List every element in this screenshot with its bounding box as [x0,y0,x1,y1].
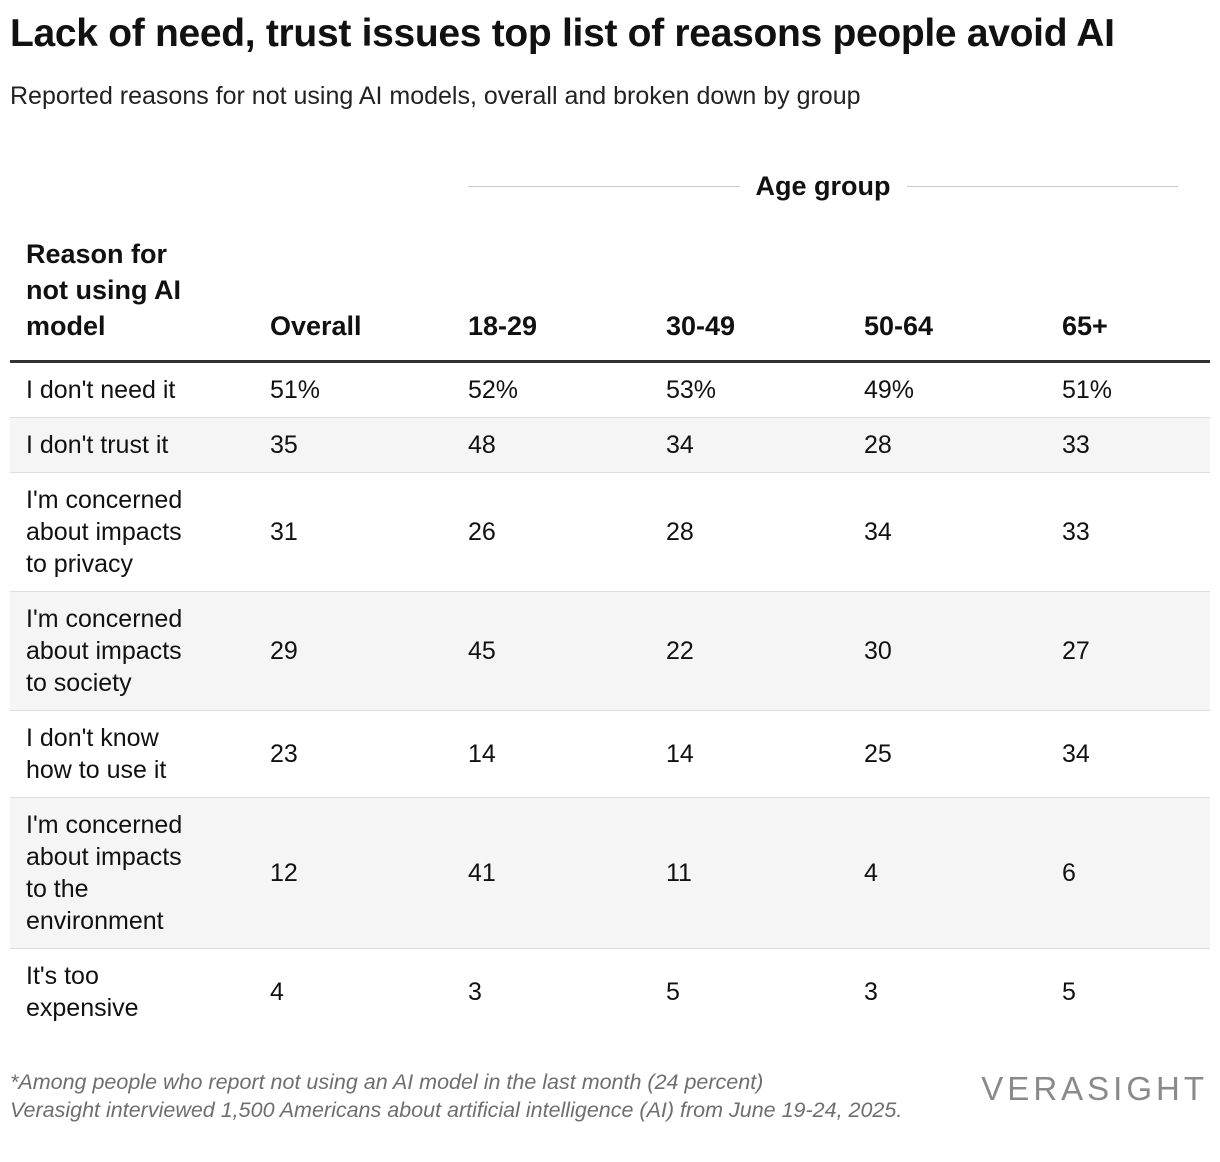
cell-50-64: 34 [864,518,892,546]
cell-30-49: 5 [666,978,680,1006]
chart-title: Lack of need, trust issues top list of r… [10,12,1115,55]
cell-65-plus: 6 [1062,859,1076,887]
age-group-header: Age group [468,166,1178,206]
cell-overall: 29 [270,637,298,665]
cell-65-plus: 27 [1062,637,1090,665]
table-row: I don't know how to use it 23 14 14 25 3… [10,711,1210,798]
cell-18-29: 52% [468,376,519,404]
table-header-row: Reason for not using AI model Overall 18… [10,230,1210,363]
cell-65-plus: 33 [1062,518,1090,546]
age-group-rule-right [906,185,1178,187]
age-group-rule-left [468,185,740,187]
table-row: I'm concerned about impacts to society 2… [10,592,1210,711]
cell-30-49: 28 [666,518,694,546]
table-row: I don't need it 51% 52% 53% 49% 51% [10,363,1210,418]
cell-18-29: 26 [468,518,496,546]
cell-18-29: 3 [468,978,482,1006]
cell-50-64: 25 [864,740,892,768]
column-header-18-29: 18-29 [468,311,538,341]
table-row: It's too expensive 4 3 5 3 5 [10,949,1210,1035]
row-reason: I'm concerned about impacts to the envir… [26,811,183,935]
cell-30-49: 14 [666,740,694,768]
table-row: I'm concerned about impacts to privacy 3… [10,473,1210,592]
row-reason: It's too expensive [26,962,139,1022]
cell-30-49: 11 [666,859,692,887]
cell-18-29: 48 [468,431,496,459]
row-reason: I don't need it [26,376,176,404]
cell-50-64: 28 [864,431,892,459]
cell-50-64: 4 [864,859,878,887]
row-reason: I don't trust it [26,431,169,459]
cell-50-64: 49% [864,376,915,404]
column-header-50-64: 50-64 [864,311,934,341]
cell-30-49: 34 [666,431,694,459]
cell-50-64: 30 [864,637,892,665]
cell-18-29: 14 [468,740,496,768]
cell-30-49: 22 [666,637,694,665]
age-group-label: Age group [755,170,891,201]
cell-65-plus: 33 [1062,431,1090,459]
cell-overall: 31 [270,518,298,546]
source-footnote: *Among people who report not using an AI… [10,1068,950,1124]
cell-30-49: 53% [666,376,717,404]
footnote-source: Verasight interviewed 1,500 Americans ab… [10,1098,903,1122]
row-reason: I'm concerned about impacts to privacy [26,486,183,578]
cell-overall: 23 [270,740,298,768]
cell-overall: 51% [270,376,321,404]
table-row: I'm concerned about impacts to the envir… [10,798,1210,949]
column-header-overall: Overall [270,311,362,341]
verasight-logo: VERASIGHT [981,1070,1208,1107]
footnote-sample: *Among people who report not using an AI… [10,1070,764,1094]
reasons-table: Reason for not using AI model Overall 18… [10,230,1210,1035]
cell-65-plus: 5 [1062,978,1076,1006]
column-header-30-49: 30-49 [666,311,736,341]
row-reason: I don't know how to use it [26,724,167,784]
column-header-65-plus: 65+ [1062,311,1108,341]
table-row: I don't trust it 35 48 34 28 33 [10,418,1210,473]
cell-65-plus: 51% [1062,376,1113,404]
cell-overall: 12 [270,859,298,887]
column-header-reason: Reason for not using AI model [26,239,181,341]
cell-18-29: 41 [468,859,496,887]
cell-overall: 4 [270,978,284,1006]
cell-18-29: 45 [468,637,496,665]
cell-overall: 35 [270,431,298,459]
cell-65-plus: 34 [1062,740,1090,768]
chart-subtitle: Reported reasons for not using AI models… [10,82,861,110]
row-reason: I'm concerned about impacts to society [26,605,183,697]
cell-50-64: 3 [864,978,878,1006]
